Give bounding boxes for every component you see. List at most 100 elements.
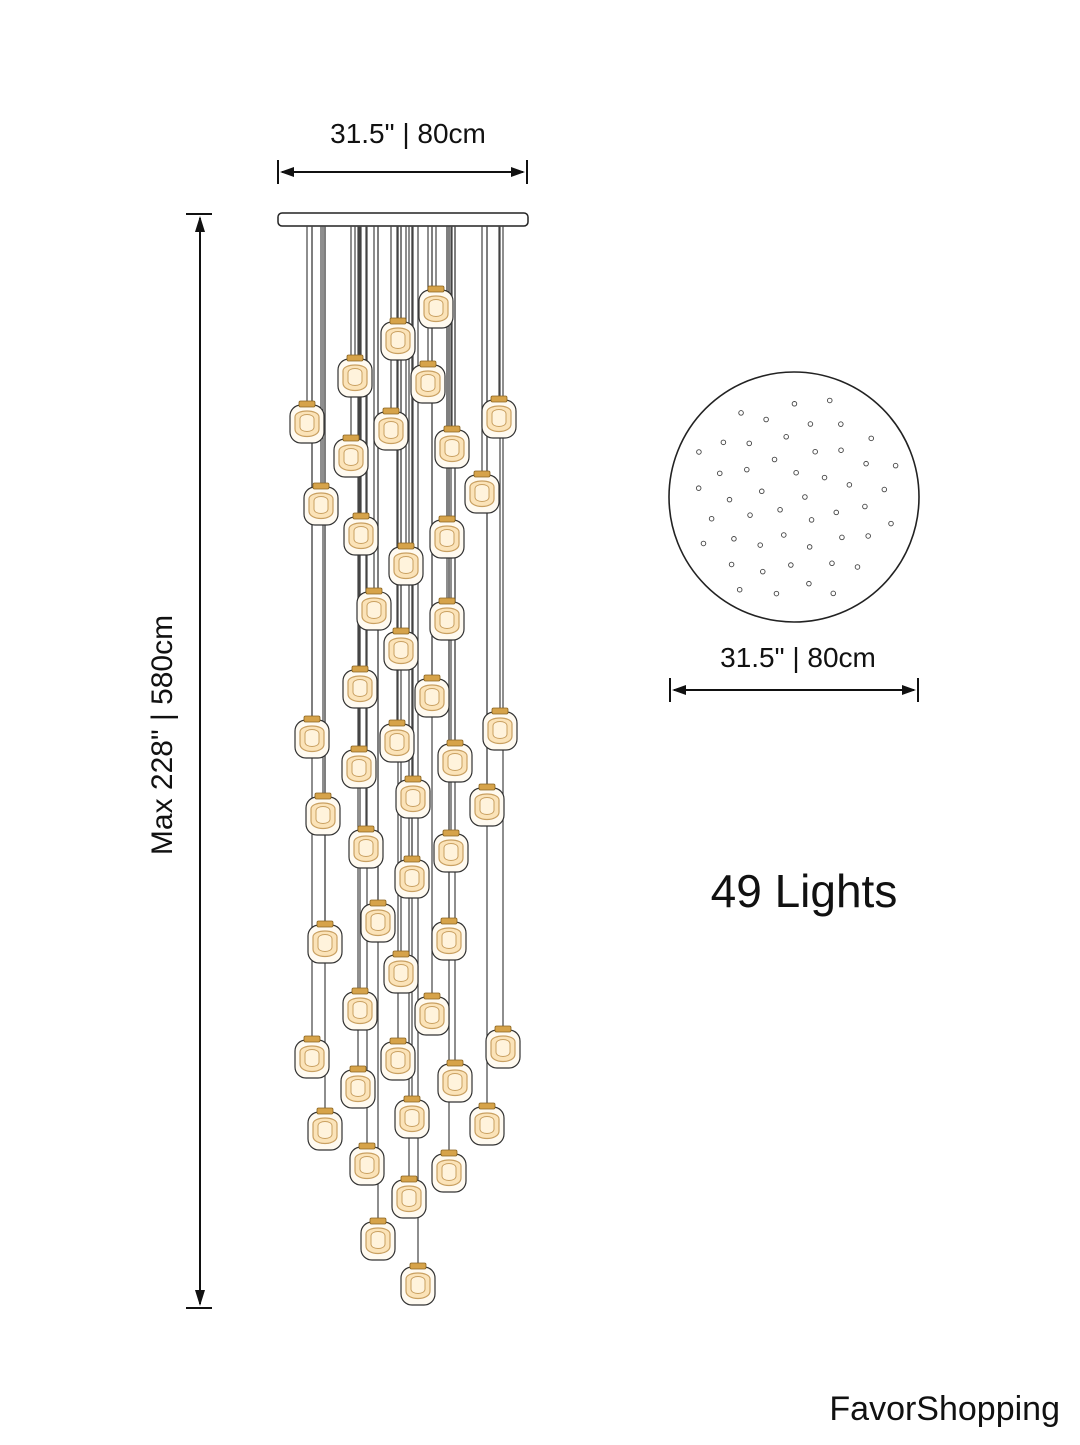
pendant [434,425,470,469]
pendant [469,783,505,827]
pendant [340,1065,376,1109]
pendant [307,920,343,964]
canopy [277,212,529,227]
pendant [337,354,373,398]
hole [700,540,707,547]
hole [808,517,815,523]
pendant [391,1175,427,1219]
hole [708,515,715,522]
ceiling-plate [668,371,920,623]
plate-diameter-label: 31.5" | 80cm [720,642,876,673]
pendant [429,597,465,641]
pendant [379,719,415,763]
hole [892,462,899,469]
plate-holes [695,397,899,597]
hole [833,509,840,516]
pendant [482,707,518,751]
pendant [418,285,454,329]
hole [726,496,733,503]
pendant [360,1217,396,1261]
pendant [431,917,467,961]
hole [868,435,874,442]
hole [720,439,727,446]
hole [807,421,814,427]
pendant [294,1035,330,1079]
pendant [431,1149,467,1193]
pendant [341,745,377,789]
pendant [481,395,517,439]
pendant [343,512,379,556]
hole [771,456,778,463]
height-dimension-arrow [186,213,212,1309]
plate-dimension-arrow [669,678,919,702]
hole [865,533,871,539]
pendant [414,992,450,1036]
hole [839,534,845,541]
hole [728,561,735,568]
pendant [394,1095,430,1139]
hole [783,434,789,440]
pendant [307,1107,343,1151]
pendant [395,775,431,819]
pendant [348,825,384,869]
hole [747,512,753,518]
hole [696,449,702,455]
pendant [380,317,416,361]
hole [773,590,780,597]
pendant [437,1059,473,1103]
pendant [289,400,325,444]
pendant [485,1025,521,1069]
canopy-dimension-arrow [277,160,528,184]
pendant [469,1102,505,1146]
pendant [360,899,396,943]
hole [738,410,744,416]
pendant [429,515,465,559]
hole [717,470,723,477]
hole [757,542,763,548]
pendant [380,1037,416,1081]
hole [838,447,844,453]
brand: FavorShopping [829,1390,1060,1428]
hole [746,440,752,447]
hole [838,421,844,427]
hole [812,448,818,455]
pendant [333,434,369,478]
hole [821,474,828,481]
pendant [305,792,341,836]
hole [744,466,750,473]
hole [763,416,769,423]
pendants [289,226,521,1306]
pendant [383,627,419,671]
pendant [464,470,500,514]
hole [731,536,737,542]
pendant [342,665,378,709]
hole [862,503,868,510]
hole [854,564,861,570]
max-height-label: Max 228" | 580cm [146,615,179,855]
pendant [400,1262,436,1306]
pendant [349,1142,385,1186]
hole [888,520,894,527]
canopy-width-label: 31.5" | 80cm [330,118,486,149]
pendant [303,482,339,526]
pendant [342,987,378,1031]
hole [781,532,787,538]
hole [736,586,743,593]
hole [863,460,869,467]
hole [846,482,853,488]
pendant [433,829,469,873]
hole [829,560,835,567]
pendant [410,360,446,404]
hole [881,486,888,493]
pendant [356,587,392,631]
pendant [373,407,409,451]
pendant [394,855,430,899]
pendant [437,739,473,783]
hole [788,562,794,568]
pendant [383,950,419,994]
hole [760,568,766,575]
hole [793,469,799,476]
hole [802,494,808,500]
